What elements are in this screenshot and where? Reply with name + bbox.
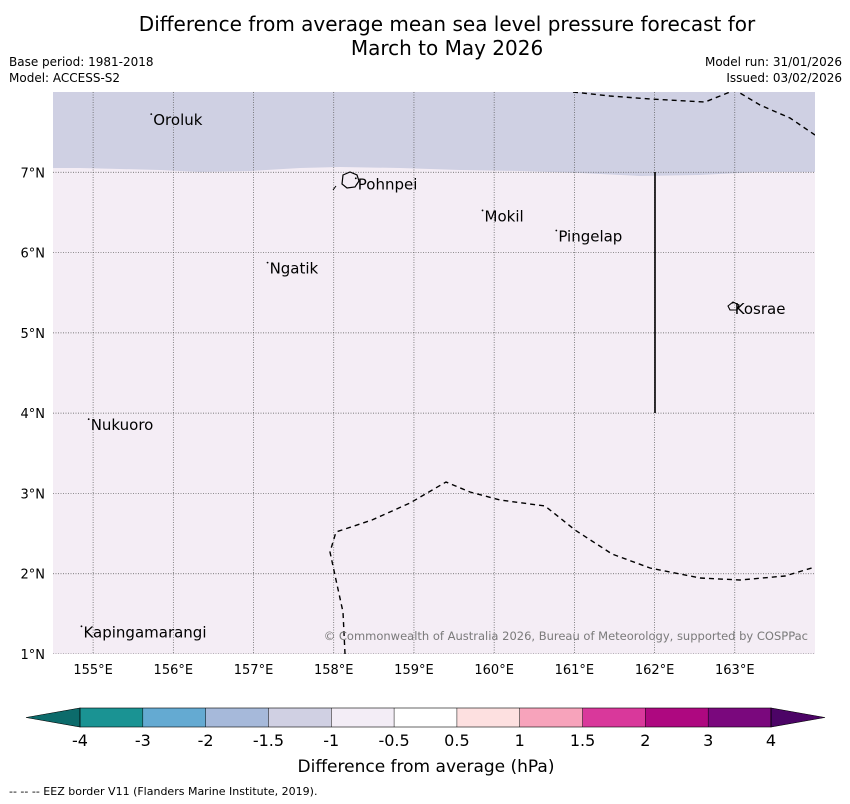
colorbar-segment (582, 708, 646, 727)
colorbar-tick-label: -2 (198, 731, 214, 750)
lon-tick-label: 162°E (635, 663, 675, 678)
copyright-note: © Commonwealth of Australia 2026, Bureau… (324, 629, 808, 643)
colorbar-tick-label: 4 (766, 731, 776, 750)
lon-tick-label: 156°E (154, 663, 194, 678)
map-plot-area: Oroluk Pohnpei Mokil Pingelap Ngatik Kosrae Nu… (53, 92, 815, 654)
title-line-2: March to May 2026 (350, 36, 544, 60)
place-label: Pohnpei (358, 175, 418, 193)
place-marker (80, 625, 83, 628)
region-minus-1.5-to-minus-1 (53, 92, 815, 176)
chart-title: Difference from average mean sea level p… (0, 12, 850, 60)
colorbar-extend-high (770, 707, 826, 728)
colorbar-segment (519, 708, 583, 727)
place-marker (87, 418, 90, 421)
place-marker (354, 177, 357, 180)
place-marker (481, 209, 484, 212)
lat-tick-label: 7°N (21, 166, 46, 181)
place-marker (555, 229, 558, 232)
lon-tick-label: 163°E (715, 663, 755, 678)
colorbar-segment (645, 708, 709, 727)
colorbar-segment (708, 708, 772, 727)
colorbar-segment (268, 708, 332, 727)
lon-tick-label: 161°E (555, 663, 595, 678)
place-marker (150, 113, 153, 115)
latitude-tick-labels: 1°N 2°N 3°N 4°N 5°N 6°N 7°N (21, 166, 46, 663)
colorbar-segment (80, 708, 144, 727)
colorbar-tick-label: -3 (135, 731, 151, 750)
colorbar-tick-label: 1 (515, 731, 525, 750)
colorbar-segment (205, 708, 269, 727)
lon-tick-label: 160°E (474, 663, 514, 678)
place-label: Mokil (485, 207, 524, 225)
place-label: Oroluk (153, 111, 202, 129)
lon-tick-label: 157°E (234, 663, 274, 678)
longitude-tick-labels: 155°E 156°E 157°E 158°E 159°E 160°E 161°E 162°E… (73, 663, 754, 678)
pohnpei-island-outline (341, 171, 360, 189)
colorbar-tick-label: 1.5 (570, 731, 595, 750)
eez-footnote: -- -- -- EEZ border V11 (Flanders Marine… (9, 785, 318, 798)
colorbar-tick-label: 0.5 (444, 731, 469, 750)
model-name: Model: ACCESS-S2 (9, 71, 121, 85)
place-marker (731, 301, 734, 304)
colorbar-tick-label: -0.5 (378, 731, 409, 750)
model-run: Model run: 31/01/2026 (704, 55, 842, 69)
lat-tick-label: 6°N (21, 247, 46, 262)
place-label: Ngatik (270, 260, 319, 278)
forecast-map: Oroluk Pohnpei Mokil Pingelap Ngatik Kosrae Nu… (21, 92, 826, 777)
lat-tick-label: 4°N (21, 407, 46, 422)
colorbar-tick-label: -1.5 (253, 731, 284, 750)
colorbar-tick-label: 3 (703, 731, 713, 750)
title-line-1: Difference from average mean sea level p… (138, 12, 756, 36)
colorbar-tick-label: -4 (72, 731, 88, 750)
colorbar-tick-label: -1 (323, 731, 339, 750)
colorbar-extend-low (25, 707, 81, 728)
run-info: Model run: 31/01/2026 Issued: 03/02/2026 (705, 54, 842, 86)
issued-date: Issued: 03/02/2026 (726, 71, 842, 85)
lat-tick-label: 5°N (21, 327, 46, 342)
colorbar-segment (331, 708, 395, 727)
colorbar-segment (142, 708, 206, 727)
ant-atoll-outline (332, 185, 337, 191)
base-period: Base period: 1981-2018 (9, 55, 154, 69)
place-label: Kapingamarangi (83, 623, 206, 641)
place-label: Pingelap (558, 228, 622, 246)
colorbar-segment (456, 708, 521, 727)
eez-border-north (572, 92, 815, 136)
lat-tick-label: 1°N (21, 648, 46, 663)
colorbar-tick-label: 2 (640, 731, 650, 750)
place-labels: Oroluk Pohnpei Mokil Pingelap Ngatik Kosrae Nu… (80, 111, 786, 641)
place-label: Kosrae (735, 300, 786, 318)
colorbar-label: Difference from average (hPa) (298, 757, 555, 777)
base-period-info: Base period: 1981-2018 Model: ACCESS-S2 (9, 54, 154, 86)
lat-tick-label: 3°N (21, 487, 46, 502)
region-minus-1-to-minus-0.5 (53, 92, 815, 654)
place-marker (266, 261, 269, 264)
lat-tick-label: 2°N (21, 568, 46, 583)
lon-tick-label: 159°E (394, 663, 434, 678)
colorbar: -4 -3 -2 -1.5 -1 -0.5 0.5 1 1.5 2 3 4 (25, 707, 826, 750)
place-label: Nukuoro (91, 416, 154, 434)
colorbar-segment (394, 708, 458, 727)
lon-tick-label: 158°E (314, 663, 354, 678)
lon-tick-label: 155°E (73, 663, 113, 678)
